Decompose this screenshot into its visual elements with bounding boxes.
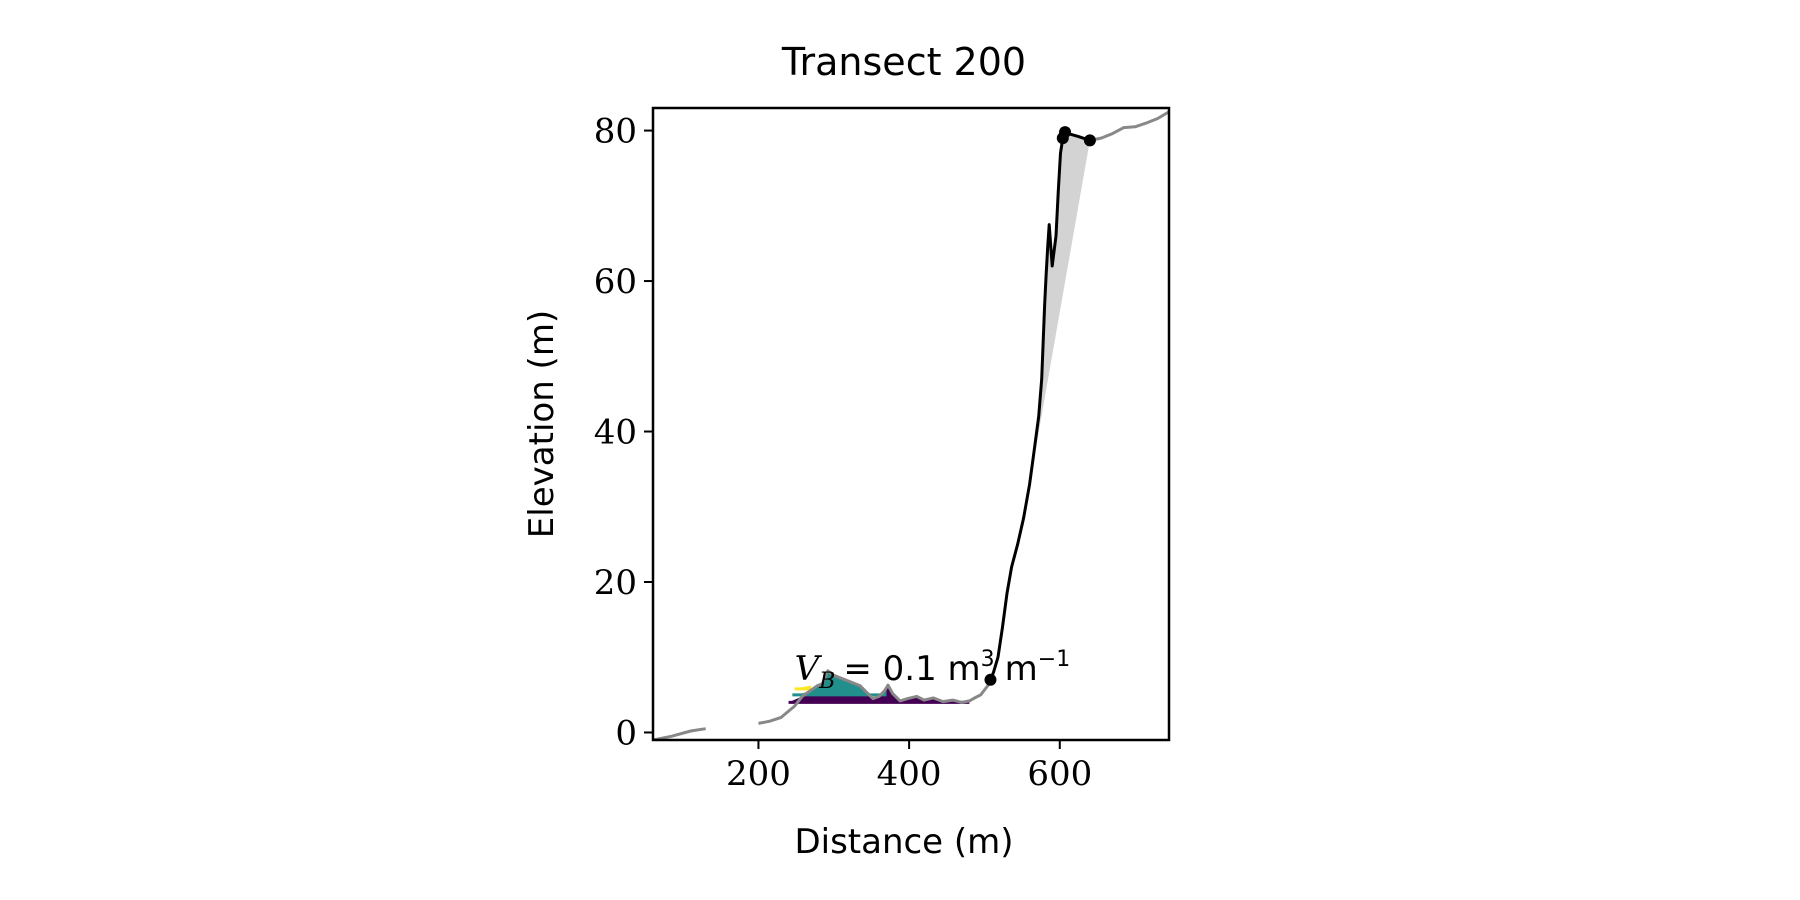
plot-area: 200 400 600 0 20 40 60 80 (594, 106, 1171, 794)
annotation-sub: B (818, 669, 835, 694)
x-tick-label-600: 600 (1027, 754, 1092, 794)
annotation-sup1: 3 (981, 647, 995, 672)
chart-title: Transect 200 (781, 40, 1026, 84)
profile-line-segment-3 (1089, 110, 1169, 142)
y-axis-label: Elevation (m) (522, 310, 562, 538)
annotation-sup2: −1 (1038, 647, 1070, 672)
cliff-marker-3 (1059, 126, 1072, 139)
x-tick-label-200: 200 (726, 754, 791, 794)
cliff-marker-4 (1083, 134, 1096, 147)
cliff-fill-area (1029, 132, 1090, 485)
cliff-marker-1 (984, 673, 997, 686)
x-axis-label: Distance (m) (794, 822, 1013, 862)
plot-marks (653, 110, 1169, 740)
annotation-equals: = 0.1 m (843, 649, 980, 689)
plot-frame (651, 106, 1171, 742)
y-tick-label-60: 60 (594, 262, 637, 302)
profile-line-segment-2 (758, 669, 995, 725)
annotation-unit: m (1005, 649, 1038, 689)
y-tick-label-20: 20 (594, 563, 637, 603)
y-tick-label-0: 0 (615, 713, 637, 753)
y-tick-label-80: 80 (594, 112, 637, 152)
annotation-volume: VB = 0.1 m3 m−1 (795, 647, 1071, 694)
annotation-v: V (795, 649, 823, 689)
x-tick-label-400: 400 (877, 754, 942, 794)
profile-line-segment-1 (653, 727, 706, 740)
y-tick-label-40: 40 (594, 413, 637, 453)
